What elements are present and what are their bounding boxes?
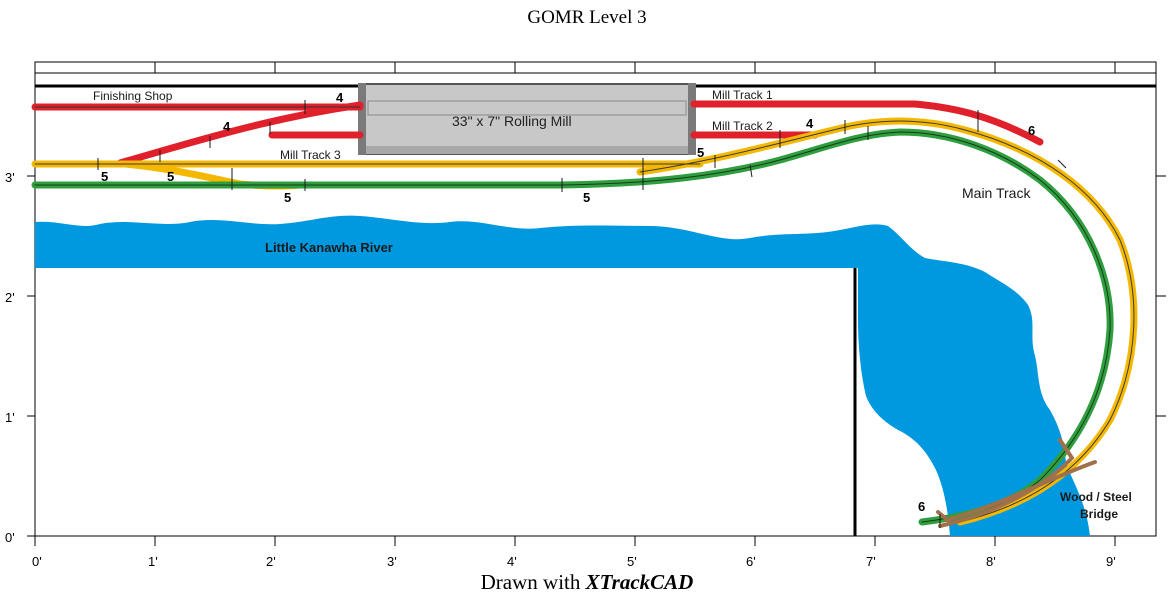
y-tick-label-2: 2'	[5, 290, 15, 305]
x-tick-label-7: 7'	[866, 554, 876, 569]
rolling-mill-right-wall	[688, 83, 696, 155]
turnout-number: 4	[223, 119, 231, 134]
finishing-shop-label: Finishing Shop	[93, 89, 173, 103]
x-tick-label-4: 4'	[507, 554, 517, 569]
river-label: Little Kanawha River	[265, 240, 393, 255]
mill-track-2-label: Mill Track 2	[712, 119, 773, 133]
mill-track-1-label: Mill Track 1	[712, 88, 773, 102]
footer-credit: Drawn with XTrackCAD	[481, 570, 694, 594]
drawing-frame	[34, 61, 1157, 537]
x-tick-label-6: 6'	[746, 554, 756, 569]
x-axis-ticks	[34, 62, 1116, 546]
little-kanawha-river	[35, 215, 1090, 536]
benchwork-lower-edge	[35, 263, 857, 536]
turnout-number: 4	[336, 90, 344, 105]
rolling-mill-left-wall	[358, 83, 366, 155]
x-tick-label-3: 3'	[387, 554, 397, 569]
turnout-number: 5	[583, 190, 590, 205]
footer-prefix: Drawn with	[481, 570, 586, 594]
turnout-number: 5	[167, 169, 174, 184]
footer-brand: XTrackCAD	[585, 570, 694, 594]
rolling-mill-inner-band	[367, 100, 687, 116]
main-track-label: Main Track	[962, 185, 1031, 201]
x-tick-label-8: 8'	[986, 554, 996, 569]
wood-steel-bridge	[936, 438, 1097, 528]
turnout-number: 5	[284, 190, 291, 205]
turnout-number: 5	[101, 169, 108, 184]
mill-track-1	[690, 100, 1044, 146]
x-tick-label-5: 5'	[627, 554, 637, 569]
x-tick-label-2: 2'	[266, 554, 276, 569]
turnout-number: 6	[918, 499, 925, 514]
x-tick-label-0: 0'	[32, 554, 42, 569]
turnout-number: 4	[806, 116, 814, 131]
y-tick-label-3: 3'	[5, 170, 15, 185]
mill-track-3-label: Mill Track 3	[280, 148, 341, 162]
yellow-track-group	[31, 117, 1138, 526]
green-track-group	[31, 128, 1114, 526]
y-tick-label-1: 1'	[5, 410, 15, 425]
y-axis-ticks	[27, 175, 1166, 537]
rolling-mill-base	[364, 146, 690, 154]
plan-title: GOMR Level 3	[527, 7, 646, 28]
turnout-number: 6	[1028, 123, 1035, 138]
y-tick-label-0: 0'	[5, 530, 15, 545]
x-tick-label-1: 1'	[148, 554, 158, 569]
rolling-mill-label: 33" x 7" Rolling Mill	[452, 113, 572, 129]
red-track-group	[31, 100, 1044, 167]
x-tick-label-9: 9'	[1106, 554, 1116, 569]
bridge-label-line1: Wood / Steel	[1060, 490, 1132, 504]
bridge-label-line2: Bridge	[1080, 507, 1118, 521]
turnout-number: 5	[697, 145, 704, 160]
ladder-track	[116, 101, 364, 167]
track-joint-ticks	[97, 100, 1067, 528]
